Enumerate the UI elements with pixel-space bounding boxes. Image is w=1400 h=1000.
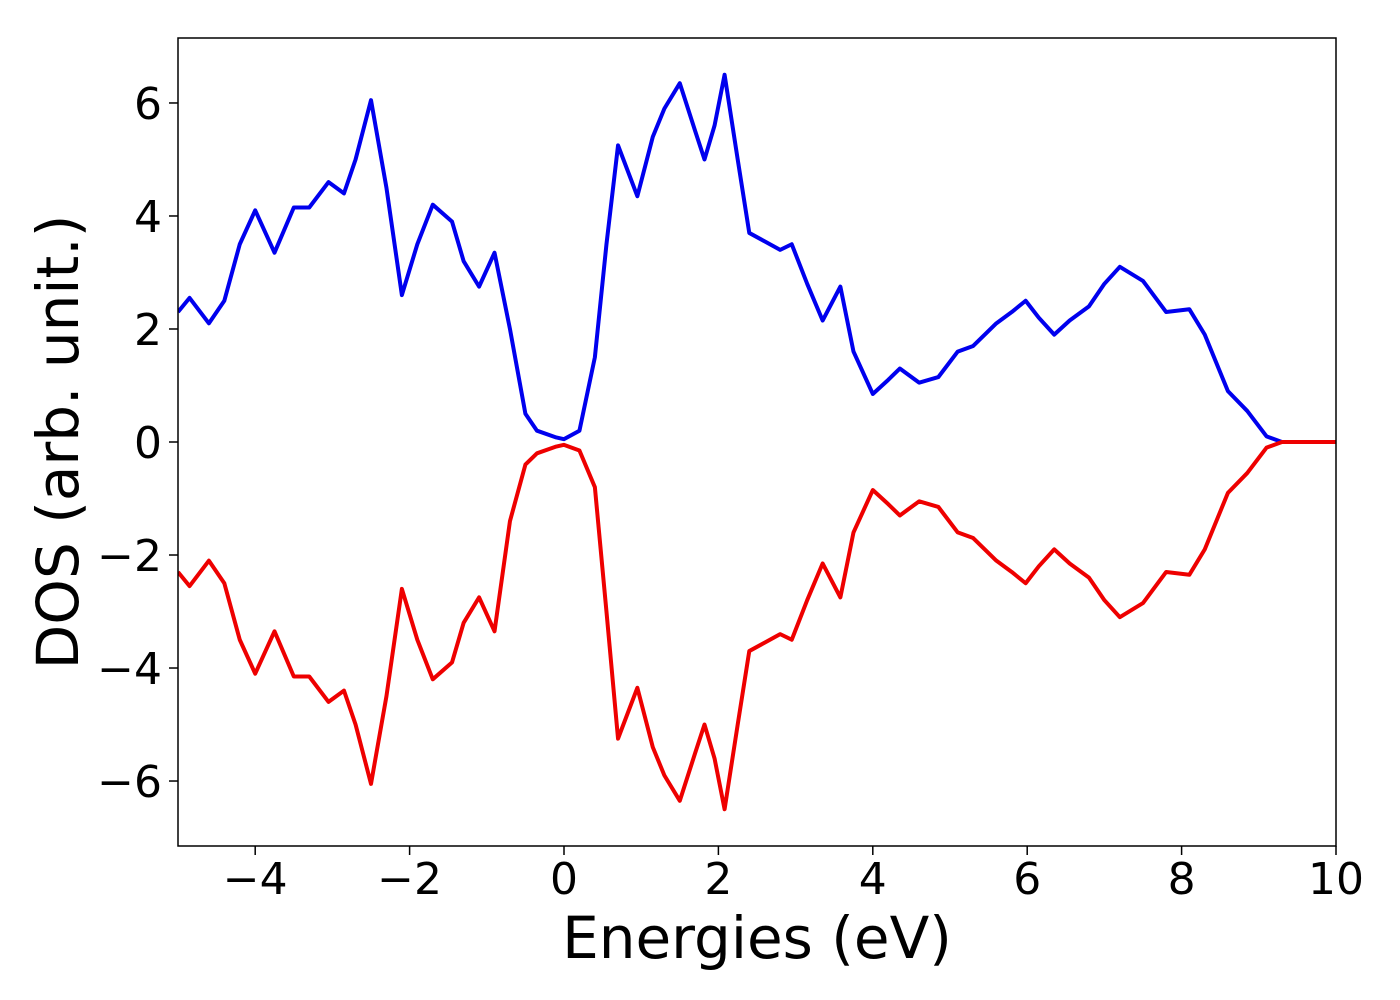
- line-series: [178, 72, 1336, 444]
- x-axis-label: Energies (eV): [562, 904, 952, 972]
- x-tick-label: 6: [1013, 854, 1041, 905]
- x-tick-label: 0: [550, 854, 578, 905]
- x-tick-label: −4: [223, 854, 288, 905]
- x-tick-label: 10: [1308, 854, 1364, 905]
- x-tick-label: −2: [377, 854, 442, 905]
- plot-frame: [177, 37, 1337, 847]
- y-tick-label: 6: [134, 79, 162, 130]
- y-tick-label: 0: [134, 418, 162, 469]
- y-axis-label: DOS (arb. unit.): [24, 215, 92, 670]
- x-tick-label: 8: [1168, 854, 1196, 905]
- x-tick-label: 4: [859, 854, 887, 905]
- y-tick-label: 4: [134, 192, 162, 243]
- line-series: [178, 440, 1336, 812]
- y-tick-label: −4: [97, 644, 162, 695]
- y-tick-label: −2: [97, 531, 162, 582]
- y-tick-label: −6: [97, 757, 162, 808]
- y-tick-label: 2: [134, 305, 162, 356]
- x-tick-label: 2: [704, 854, 732, 905]
